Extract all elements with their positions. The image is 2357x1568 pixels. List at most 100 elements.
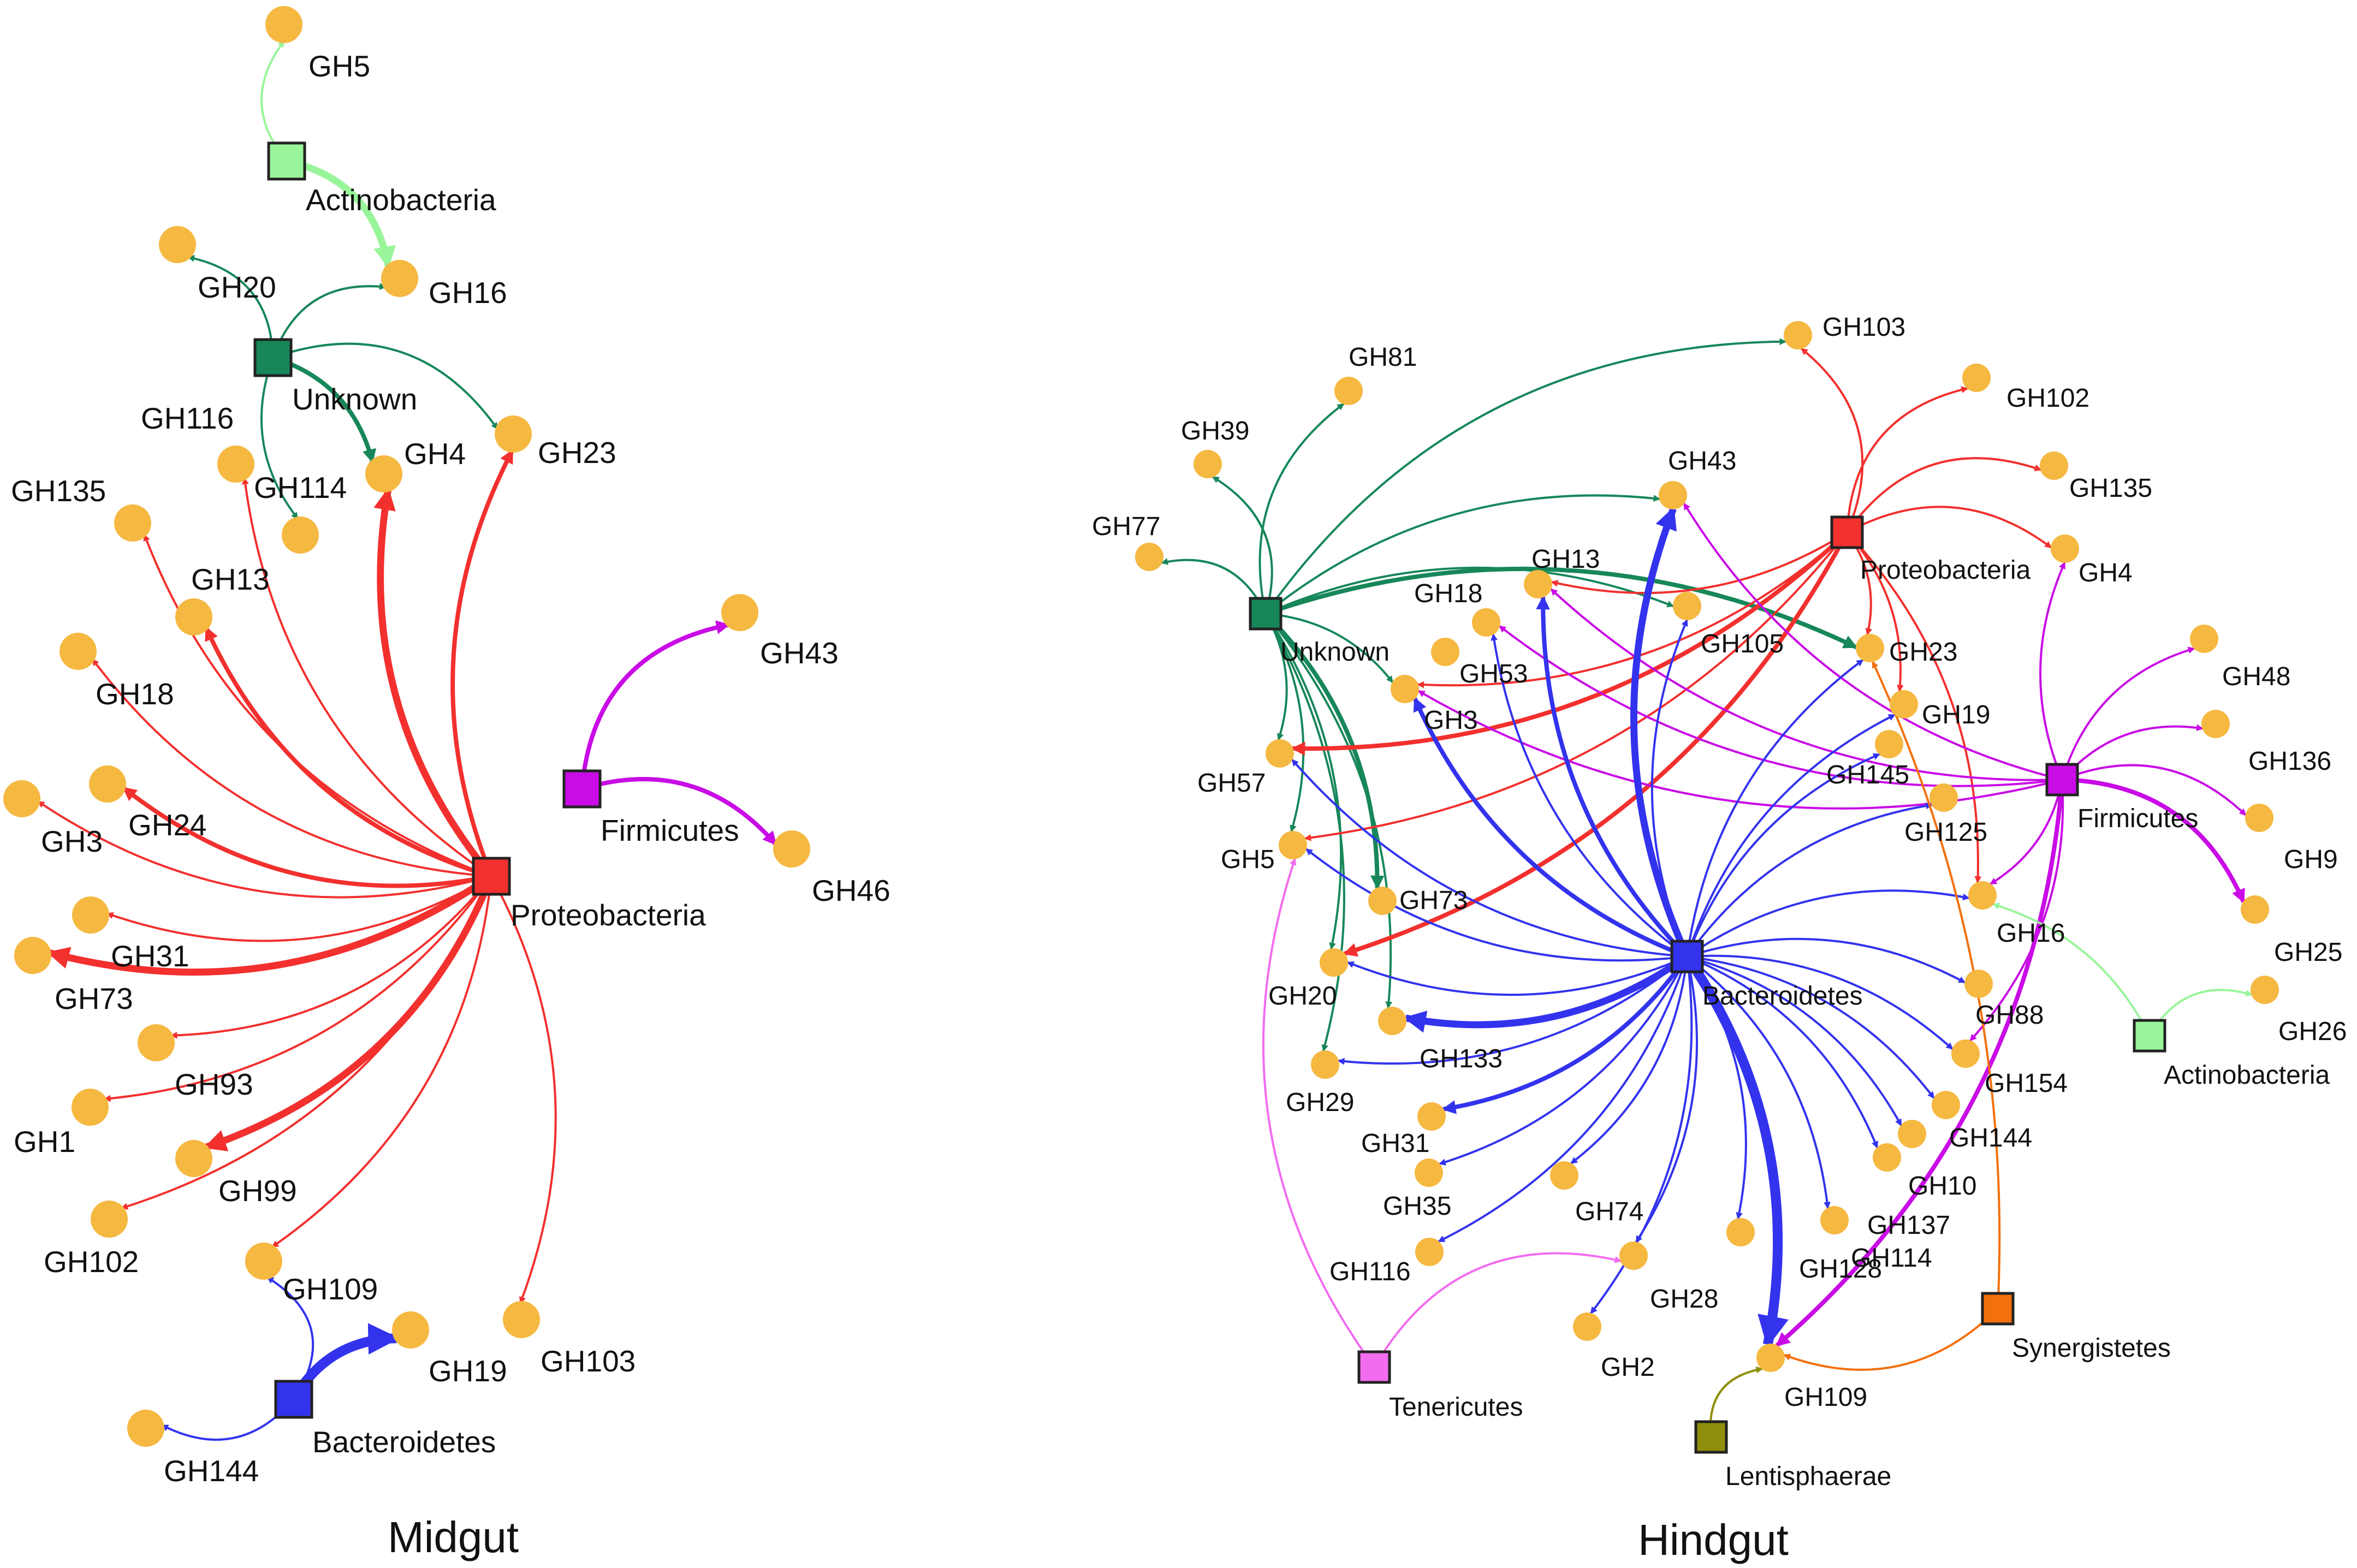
- hindgut-node-gh20: [1320, 948, 1348, 977]
- midgut-node-gh116: [217, 446, 254, 483]
- hindgut-phylum-actinobacteria: [2133, 1019, 2166, 1053]
- hindgut-edge-bacteroidetes-GH31: [1441, 955, 1689, 1114]
- hindgut-label-gh145: GH145: [1826, 761, 1909, 789]
- hindgut-label-gh13: GH13: [1531, 545, 1600, 574]
- hindgut-label-gh136: GH136: [2248, 747, 2331, 776]
- midgut-edge-proteobacteria-GH99: [203, 875, 495, 1151]
- hindgut-label-gh88: GH88: [1975, 1001, 2044, 1030]
- hindgut-label-gh105: GH105: [1701, 629, 1784, 658]
- hindgut-edge-firmicutes-GH18: [1498, 625, 2063, 787]
- midgut-label-gh144: GH144: [164, 1454, 259, 1488]
- hindgut-edge-bacteroidetes-GH43: [1630, 507, 1690, 958]
- midgut-label-gh114: GH114: [254, 471, 347, 504]
- hindgut-phylum-tenericutes: [1357, 1350, 1391, 1384]
- hindgut-phylum-label-proteobacteria: Proteobacteria: [1860, 556, 2031, 585]
- midgut-phylum-proteobacteria: [472, 857, 511, 896]
- hindgut-node-gh4: [2051, 534, 2079, 563]
- hindgut-edge-bacteroidetes-GH88: [1687, 937, 1966, 984]
- hindgut-node-gh18: [1472, 608, 1500, 637]
- hindgut-edge-bacteroidetes-GH23: [1686, 658, 1864, 957]
- midgut-edge-proteobacteria-GH3: [37, 800, 492, 899]
- hindgut-label-gh25: GH25: [2274, 938, 2342, 967]
- midgut-label-gh16: GH16: [429, 276, 507, 310]
- hindgut-edge-bacteroidetes-GH144: [1687, 955, 1935, 1099]
- midgut-node-gh114: [282, 516, 319, 554]
- hindgut-label-gh81: GH81: [1349, 343, 1417, 372]
- midgut-edge-proteobacteria-GH1: [103, 875, 492, 1102]
- midgut-node-gh43: [721, 594, 758, 631]
- hindgut-node-gh81: [1334, 377, 1363, 405]
- midgut-edge-proteobacteria-GH31: [106, 875, 492, 942]
- hindgut-node-gh48: [2190, 625, 2218, 653]
- hindgut-phylum-label-unknown: Unknown: [1280, 638, 1390, 667]
- hindgut-node-gh10: [1898, 1120, 1926, 1148]
- midgut-edge-proteobacteria-GH93: [170, 875, 492, 1039]
- hindgut-node-gh5: [1279, 831, 1307, 859]
- midgut-node-gh1: [72, 1089, 109, 1126]
- hindgut-node-gh23: [1856, 634, 1884, 662]
- midgut-node-gh16: [381, 260, 418, 297]
- midgut-edge-actinobacteria-GH16: [286, 157, 396, 269]
- hindgut-edge-bacteroidetes-GH74: [1570, 956, 1688, 1165]
- hindgut-node-gh19: [1890, 690, 1918, 718]
- hindgut-label-gh73: GH73: [1399, 886, 1468, 915]
- hindgut-edge-synergistetes-GH109: [1783, 1308, 1999, 1371]
- hindgut-node-gh144: [1932, 1091, 1960, 1119]
- midgut-edge-proteobacteria-GH13: [204, 626, 492, 878]
- hindgut-phylum-label-bacteroidetes: Bacteroidetes: [1702, 982, 1863, 1011]
- hindgut-edge-firmicutes-GH48: [2061, 646, 2195, 780]
- hindgut-edge-bacteroidetes-GH114: [1686, 955, 1831, 1209]
- hindgut-phylum-lentisphaerae: [1694, 1420, 1728, 1454]
- hindgut-node-gh128: [1726, 1218, 1755, 1246]
- midgut-node-gh5: [265, 6, 302, 43]
- midgut-node-gh18: [60, 633, 97, 670]
- midgut-node-gh20: [159, 226, 196, 263]
- midgut-title: Midgut: [388, 1513, 519, 1561]
- hindgut-phylum-label-tenericutes: Tenericutes: [1389, 1393, 1523, 1422]
- hindgut-edge-bacteroidetes-GH16: [1686, 889, 1970, 958]
- midgut-edge-proteobacteria-GH73: [46, 873, 494, 976]
- hindgut-edge-firmicutes-GH13: [1550, 588, 2063, 781]
- hindgut-node-gh2: [1573, 1312, 1601, 1341]
- hindgut-node-gh43: [1659, 481, 1687, 509]
- midgut-label-gh46: GH46: [812, 874, 890, 907]
- hindgut-label-gh114: GH114: [1851, 1244, 1932, 1273]
- hindgut-node-gh133: [1378, 1007, 1406, 1035]
- midgut-phylum-actinobacteria: [267, 141, 306, 181]
- hindgut-edge-proteobacteria-GH3: [1417, 531, 1848, 688]
- hindgut-label-gh5: GH5: [1221, 845, 1275, 874]
- hindgut-edge-bacteroidetes-GH10: [1687, 955, 1903, 1126]
- hindgut-edge-proteobacteria-GH135: [1846, 457, 2042, 533]
- hindgut-edge-bacteroidetes-GH5: [1305, 848, 1688, 962]
- hindgut-edge-actinobacteria-GH16: [1992, 902, 2151, 1036]
- hindgut-node-gh125: [1929, 783, 1958, 812]
- edges-layer: [37, 40, 2253, 1441]
- midgut-label-gh31: GH31: [111, 939, 189, 973]
- midgut-node-gh93: [138, 1024, 175, 1061]
- hindgut-edge-unknown-GH3: [1265, 613, 1394, 684]
- midgut-edge-firmicutes-GH43: [580, 620, 731, 789]
- hindgut-label-gh43: GH43: [1668, 447, 1736, 476]
- hindgut-edge-bacteroidetes-GH133: [1403, 953, 1689, 1033]
- hindgut-edge-unknown-GH43: [1264, 494, 1661, 615]
- hindgut-edge-bacteroidetes-GH3: [1412, 697, 1688, 959]
- midgut-node-gh73: [14, 937, 51, 974]
- hindgut-phylum-firmicutes: [2045, 763, 2079, 797]
- midgut-label-gh102: GH102: [44, 1245, 139, 1279]
- hindgut-label-gh2: GH2: [1601, 1353, 1655, 1382]
- hindgut-node-gh74: [1550, 1161, 1578, 1190]
- hindgut-phylum-label-synergistetes: Synergistetes: [2012, 1334, 2171, 1363]
- hindgut-edge-unknown-GH39: [1212, 476, 1273, 614]
- nodes-layer: [3, 6, 2279, 1454]
- hindgut-label-gh102: GH102: [2006, 384, 2089, 413]
- hindgut-label-gh31: GH31: [1361, 1129, 1429, 1158]
- midgut-phylum-label-firmicutes: Firmicutes: [601, 813, 739, 847]
- hindgut-edge-proteobacteria-GH57: [1291, 531, 1849, 756]
- hindgut-edge-bacteroidetes-GH145: [1686, 753, 1880, 957]
- hindgut-node-gh116: [1415, 1238, 1444, 1266]
- hindgut-label-gh103: GH103: [1822, 313, 1905, 342]
- hindgut-label-gh16: GH16: [1997, 919, 2065, 948]
- hindgut-node-gh13: [1524, 570, 1552, 598]
- hindgut-node-gh114: [1820, 1206, 1849, 1234]
- hindgut-label-gh23: GH23: [1889, 638, 1957, 667]
